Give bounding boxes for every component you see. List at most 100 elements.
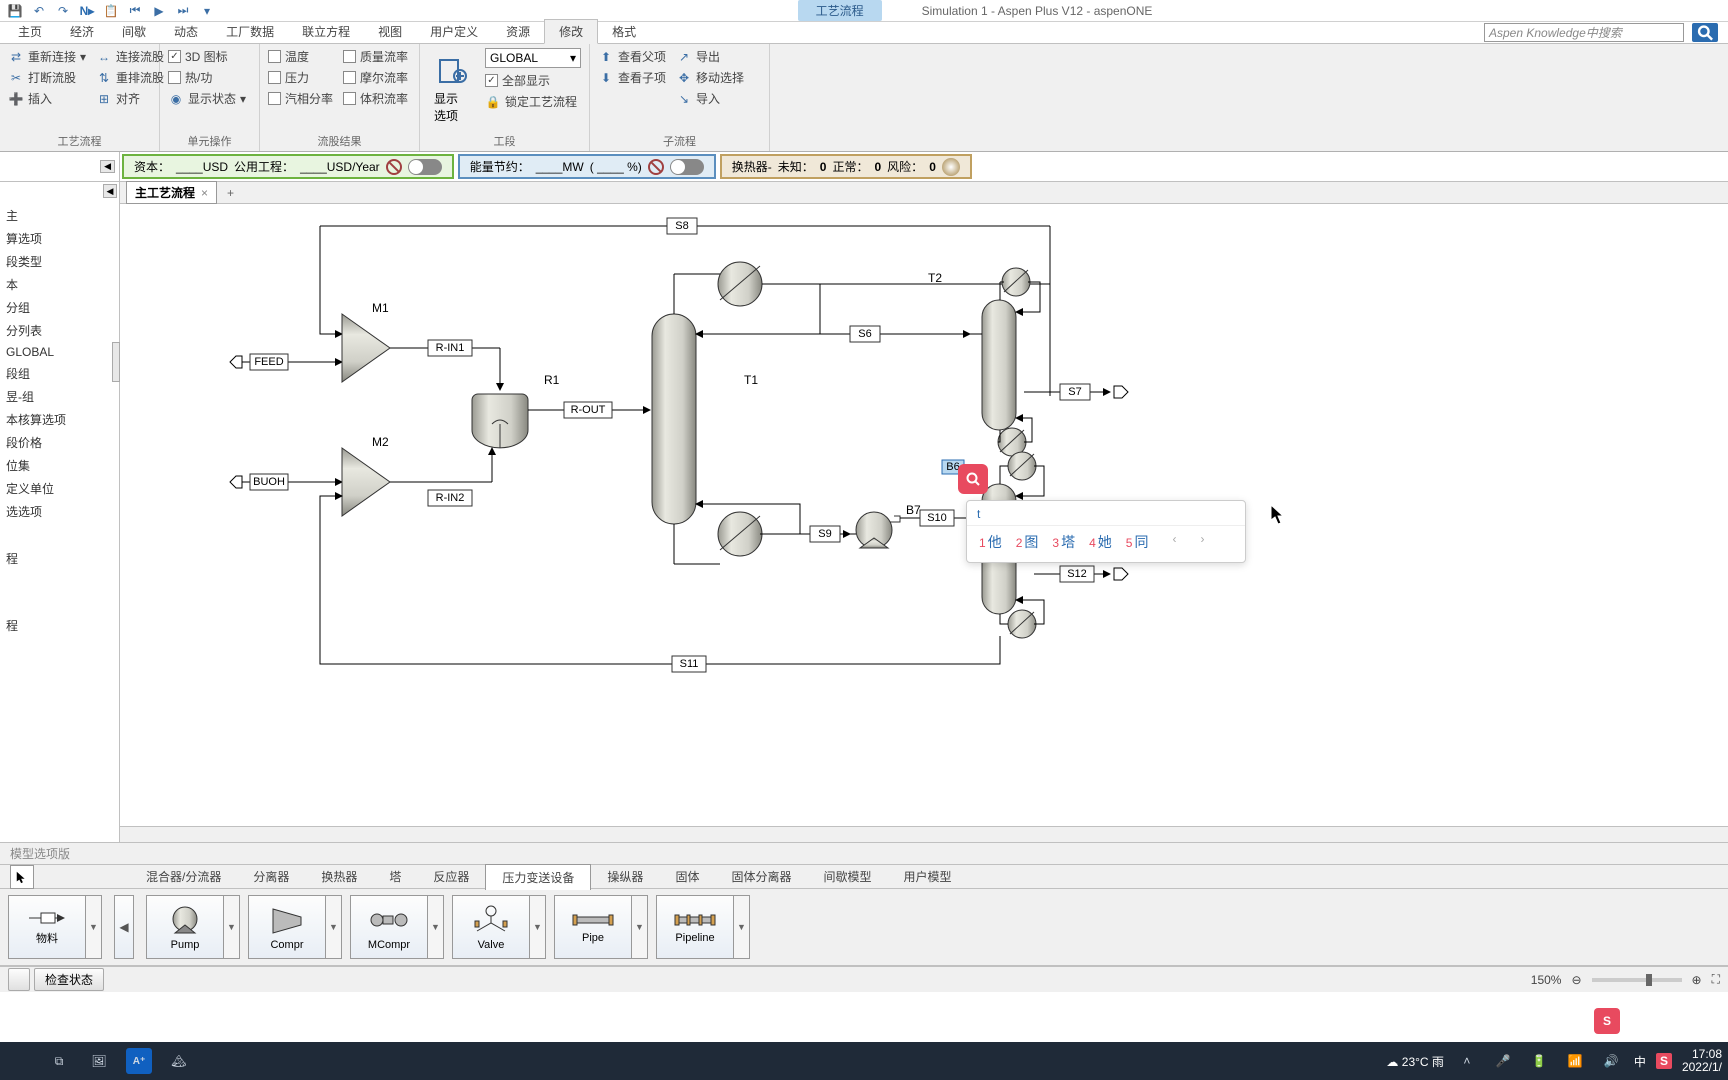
cb-moleflow[interactable]: 摩尔流率 — [343, 69, 408, 86]
palette-tab[interactable]: 混合器/分流器 — [130, 864, 237, 889]
tab-modify[interactable]: 修改 — [544, 19, 598, 44]
zoom-in-icon[interactable]: ⊕ — [1692, 973, 1702, 987]
nav-collapse-icon[interactable]: ◀ — [103, 184, 117, 198]
btn-break[interactable]: ✂打断流股 — [8, 69, 86, 86]
battery-icon[interactable]: 🔋 — [1526, 1048, 1552, 1074]
taskview-icon[interactable]: ⧉ — [46, 1048, 72, 1074]
image-app-icon[interactable]: 🏔 — [166, 1048, 192, 1074]
cb-lock[interactable]: 🔒锁定工艺流程 — [485, 93, 581, 110]
hscrollbar[interactable] — [120, 826, 1728, 842]
palette-tab[interactable]: 操纵器 — [591, 864, 659, 889]
tab-batch[interactable]: 间歇 — [108, 20, 160, 43]
tab-dynamics[interactable]: 动态 — [160, 20, 212, 43]
nav-item[interactable]: 段价格 — [4, 433, 115, 452]
prev-step-icon[interactable]: ⏮ — [126, 2, 144, 20]
nav-item[interactable]: GLOBAL — [4, 344, 115, 360]
aspen-app-icon[interactable]: A⁺ — [126, 1048, 152, 1074]
btn-reroute[interactable]: ⇅重排流股 — [96, 69, 164, 86]
ime-candidate[interactable]: 5同 — [1126, 532, 1149, 552]
save-icon[interactable]: 💾 — [6, 2, 24, 20]
tab-home[interactable]: 主页 — [4, 20, 56, 43]
btn-align[interactable]: ⊞对齐 — [96, 90, 164, 107]
tab-customize[interactable]: 用户定义 — [416, 20, 492, 43]
refresh-icon[interactable]: 📋 — [102, 2, 120, 20]
zoom-slider[interactable] — [1592, 978, 1682, 982]
btn-viewchild[interactable]: ⬇查看子项 — [598, 69, 666, 86]
btn-display-options[interactable]: 显示选项 — [428, 48, 475, 131]
stream-material-button[interactable]: 物料 — [8, 895, 86, 959]
palette-tab[interactable]: 用户模型 — [887, 864, 967, 889]
ime-indicator[interactable]: 中 — [1634, 1053, 1646, 1070]
palette-tab[interactable]: 反应器 — [417, 864, 485, 889]
navigation-pane[interactable]: ◀ 主 算选项 段类型 本 分组 分列表 GLOBAL 段组 昱-组 本核算选项… — [0, 182, 120, 842]
volume-icon[interactable]: 🔊 — [1598, 1048, 1624, 1074]
ime-prev-icon[interactable]: ‹ — [1172, 532, 1176, 552]
zoom-out-icon[interactable]: ⊖ — [1571, 973, 1581, 987]
collapse-nav-icon[interactable]: ◀ — [100, 160, 115, 173]
next-icon[interactable]: N▸ — [78, 2, 96, 20]
toggle-economics[interactable] — [408, 159, 442, 175]
tab-plantdata[interactable]: 工厂数据 — [212, 20, 288, 43]
nav-item[interactable]: 程 — [4, 616, 115, 635]
knowledge-search-input[interactable]: Aspen Knowledge中搜索 — [1484, 23, 1684, 42]
cb-temp[interactable]: 温度 — [268, 48, 333, 65]
weather-widget[interactable]: ☁ 23°C 雨 — [1386, 1053, 1444, 1070]
palette-tab[interactable]: 固体分离器 — [715, 864, 807, 889]
sogou-tray-icon[interactable]: S — [1656, 1053, 1672, 1069]
tab-resources[interactable]: 资源 — [492, 20, 544, 43]
dropdown-icon[interactable]: ▼ — [86, 895, 102, 959]
btn-showstatus[interactable]: ◉显示状态▾ — [168, 90, 246, 107]
palette-tab[interactable]: 换热器 — [305, 864, 373, 889]
hx-bar[interactable]: 换热器- 未知：0 正常：0 风险：0 — [720, 154, 972, 179]
dropdown-icon[interactable]: ▼ — [530, 895, 546, 959]
search-button[interactable] — [1692, 23, 1718, 42]
palette-tab[interactable]: 压力变送设备 — [485, 864, 591, 890]
btn-reconnect[interactable]: ⇄重新连接▾ — [8, 48, 86, 65]
mic-icon[interactable]: 🎤 — [1490, 1048, 1516, 1074]
nav-item[interactable]: 本 — [4, 275, 115, 294]
wifi-icon[interactable]: 📶 — [1562, 1048, 1588, 1074]
nav-item[interactable]: 主 — [4, 206, 115, 225]
btn-import[interactable]: ↘导入 — [676, 90, 744, 107]
tab-economics[interactable]: 经济 — [56, 20, 108, 43]
cb-massflow[interactable]: 质量流率 — [343, 48, 408, 65]
dropdown-icon[interactable]: ▼ — [428, 895, 444, 959]
nav-item[interactable]: 程 — [4, 549, 115, 568]
fit-icon[interactable]: ⛶ — [1712, 972, 1720, 987]
ime-candidate[interactable]: 2图 — [1016, 532, 1039, 552]
sogou-badge[interactable]: S — [1594, 1008, 1620, 1034]
economics-bar[interactable]: 资本： ____USD 公用工程： ____USD/Year — [122, 154, 454, 179]
ime-candidate[interactable]: 3塔 — [1052, 532, 1075, 552]
pointer-tool[interactable] — [10, 865, 34, 889]
block-mcompr[interactable]: MCompr — [350, 895, 428, 959]
ime-candidate-popup[interactable]: t 1他 2图 3塔 4她 5同 ‹ › — [966, 500, 1246, 563]
btn-export[interactable]: ↗导出 — [676, 48, 744, 65]
nav-item[interactable]: 昱-组 — [4, 387, 115, 406]
ime-candidate[interactable]: 4她 — [1089, 532, 1112, 552]
cb-3dicon[interactable]: ✓3D 图标 — [168, 48, 246, 65]
btn-viewparent[interactable]: ⬆查看父项 — [598, 48, 666, 65]
qat-dropdown-icon[interactable]: ▾ — [198, 2, 216, 20]
nav-item[interactable]: 分列表 — [4, 321, 115, 340]
cb-showall[interactable]: ✓全部显示 — [485, 72, 581, 89]
nav-item[interactable]: 分组 — [4, 298, 115, 317]
add-tab-button[interactable]: + — [221, 186, 240, 200]
block-valve[interactable]: Valve — [452, 895, 530, 959]
toggle-energy[interactable] — [670, 159, 704, 175]
nav-item[interactable]: 段组 — [4, 364, 115, 383]
palette-tab[interactable]: 塔 — [373, 864, 417, 889]
check-status-button[interactable]: 检查状态 — [34, 968, 104, 991]
ime-candidate[interactable]: 1他 — [979, 532, 1002, 552]
palette-scroll-left[interactable]: ◀ — [114, 895, 134, 959]
undo-icon[interactable]: ↶ — [30, 2, 48, 20]
start-icon[interactable] — [6, 1048, 32, 1074]
nav-item[interactable]: 算选项 — [4, 229, 115, 248]
target-icon[interactable] — [942, 158, 960, 176]
palette-tab[interactable]: 间歇模型 — [807, 864, 887, 889]
cb-volflow[interactable]: 体积流率 — [343, 90, 408, 107]
palette-tab[interactable]: 分离器 — [237, 864, 305, 889]
redo-icon[interactable]: ↷ — [54, 2, 72, 20]
dropdown-icon[interactable]: ▼ — [326, 895, 342, 959]
photos-icon[interactable]: 🖼 — [86, 1048, 112, 1074]
block-pump[interactable]: Pump — [146, 895, 224, 959]
